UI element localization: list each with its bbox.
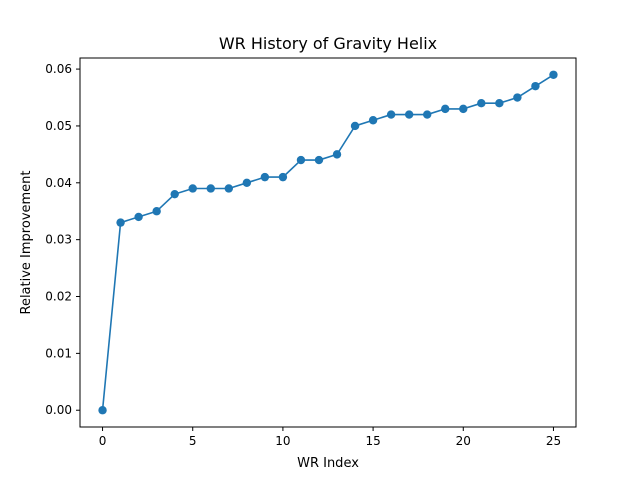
x-tick-label: 25 <box>546 434 561 448</box>
x-tick-label: 10 <box>275 434 290 448</box>
data-point <box>278 172 288 182</box>
chart-title: WR History of Gravity Helix <box>219 34 437 53</box>
data-point <box>206 184 215 193</box>
data-point <box>134 212 143 222</box>
y-tick-label: 0.03 <box>45 233 72 247</box>
plot-area <box>80 58 576 427</box>
y-tick-label: 0.00 <box>45 403 72 417</box>
x-axis-label: WR Index <box>297 456 359 471</box>
y-axis-label: Relative Improvement <box>19 170 34 314</box>
data-point <box>332 150 342 159</box>
data-point <box>170 189 179 199</box>
y-axis: 0.00 0.01 0.02 0.03 0.04 0.05 0.06 <box>45 62 80 417</box>
data-point <box>296 155 306 165</box>
data-point <box>350 121 360 131</box>
y-tick-label: 0.01 <box>45 346 72 360</box>
data-point <box>477 99 486 108</box>
x-tick-label: 15 <box>365 434 380 448</box>
y-tick-label: 0.05 <box>45 119 72 133</box>
data-point <box>459 104 468 114</box>
data-point <box>98 406 107 415</box>
marks-layer <box>98 70 558 415</box>
data-point <box>386 110 396 119</box>
data-point <box>531 81 540 91</box>
plot-frame <box>79 57 577 428</box>
data-point <box>188 184 197 193</box>
x-tick-label: 0 <box>99 434 107 448</box>
data-point <box>441 104 450 114</box>
data-point <box>513 93 522 102</box>
data-point <box>152 207 161 216</box>
data-point <box>314 155 324 165</box>
x-tick-label: 20 <box>456 434 471 448</box>
x-axis: 0 5 10 15 20 25 <box>99 427 561 448</box>
data-point <box>368 116 378 125</box>
data-point <box>495 99 504 108</box>
data-point <box>423 110 432 119</box>
data-point <box>116 218 125 227</box>
data-point <box>404 110 414 119</box>
x-tick-label: 5 <box>189 434 197 448</box>
data-point <box>549 70 558 79</box>
data-point <box>260 172 270 182</box>
y-tick-label: 0.04 <box>45 176 72 190</box>
data-point <box>224 184 233 193</box>
y-tick-label: 0.06 <box>45 62 72 76</box>
data-point <box>242 178 252 188</box>
y-tick-label: 0.02 <box>45 290 72 304</box>
